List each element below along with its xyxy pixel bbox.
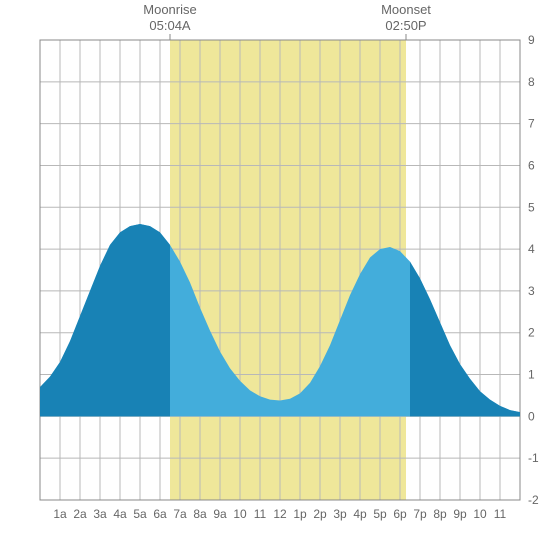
moonset-time: 02:50P [385, 18, 426, 33]
x-tick-label: 11 [494, 507, 507, 521]
x-tick-label: 5a [133, 507, 147, 521]
moonrise-label: Moonrise [143, 2, 196, 17]
moonrise-time: 05:04A [149, 18, 191, 33]
x-tick-label: 8p [433, 507, 447, 521]
x-tick-label: 11 [254, 507, 267, 521]
x-tick-label: 10 [473, 507, 487, 521]
moonset-label: Moonset [381, 2, 431, 17]
y-tick-label: 7 [528, 117, 535, 131]
y-tick-label: 0 [528, 409, 535, 423]
x-tick-label: 3a [93, 507, 107, 521]
y-tick-label: -1 [528, 451, 539, 465]
y-tick-label: 5 [528, 200, 535, 214]
y-tick-label: 8 [528, 75, 535, 89]
x-tick-label: 4p [353, 507, 367, 521]
x-tick-label: 1a [53, 507, 67, 521]
y-tick-label: 3 [528, 284, 535, 298]
x-tick-label: 10 [233, 507, 247, 521]
x-tick-label: 6p [393, 507, 407, 521]
y-tick-label: 9 [528, 33, 535, 47]
x-tick-label: 6a [153, 507, 167, 521]
x-tick-label: 12 [273, 507, 287, 521]
x-tick-label: 2p [313, 507, 327, 521]
x-tick-label: 4a [113, 507, 127, 521]
y-tick-label: 2 [528, 326, 535, 340]
x-tick-label: 9p [453, 507, 467, 521]
x-tick-label: 2a [73, 507, 87, 521]
y-tick-label: 6 [528, 158, 535, 172]
y-tick-label: 4 [528, 242, 535, 256]
x-tick-label: 7a [173, 507, 187, 521]
tide-area-dark-1 [410, 262, 520, 417]
chart-svg: -2-101234567891a2a3a4a5a6a7a8a9a1011121p… [0, 0, 550, 550]
x-tick-label: 8a [193, 507, 207, 521]
tide-moon-chart: -2-101234567891a2a3a4a5a6a7a8a9a1011121p… [0, 0, 550, 550]
x-tick-label: 1p [293, 507, 307, 521]
x-tick-label: 7p [413, 507, 427, 521]
y-tick-label: -2 [528, 493, 539, 507]
x-tick-label: 5p [373, 507, 387, 521]
x-tick-label: 3p [333, 507, 347, 521]
x-tick-label: 9a [213, 507, 227, 521]
y-tick-label: 1 [528, 368, 535, 382]
